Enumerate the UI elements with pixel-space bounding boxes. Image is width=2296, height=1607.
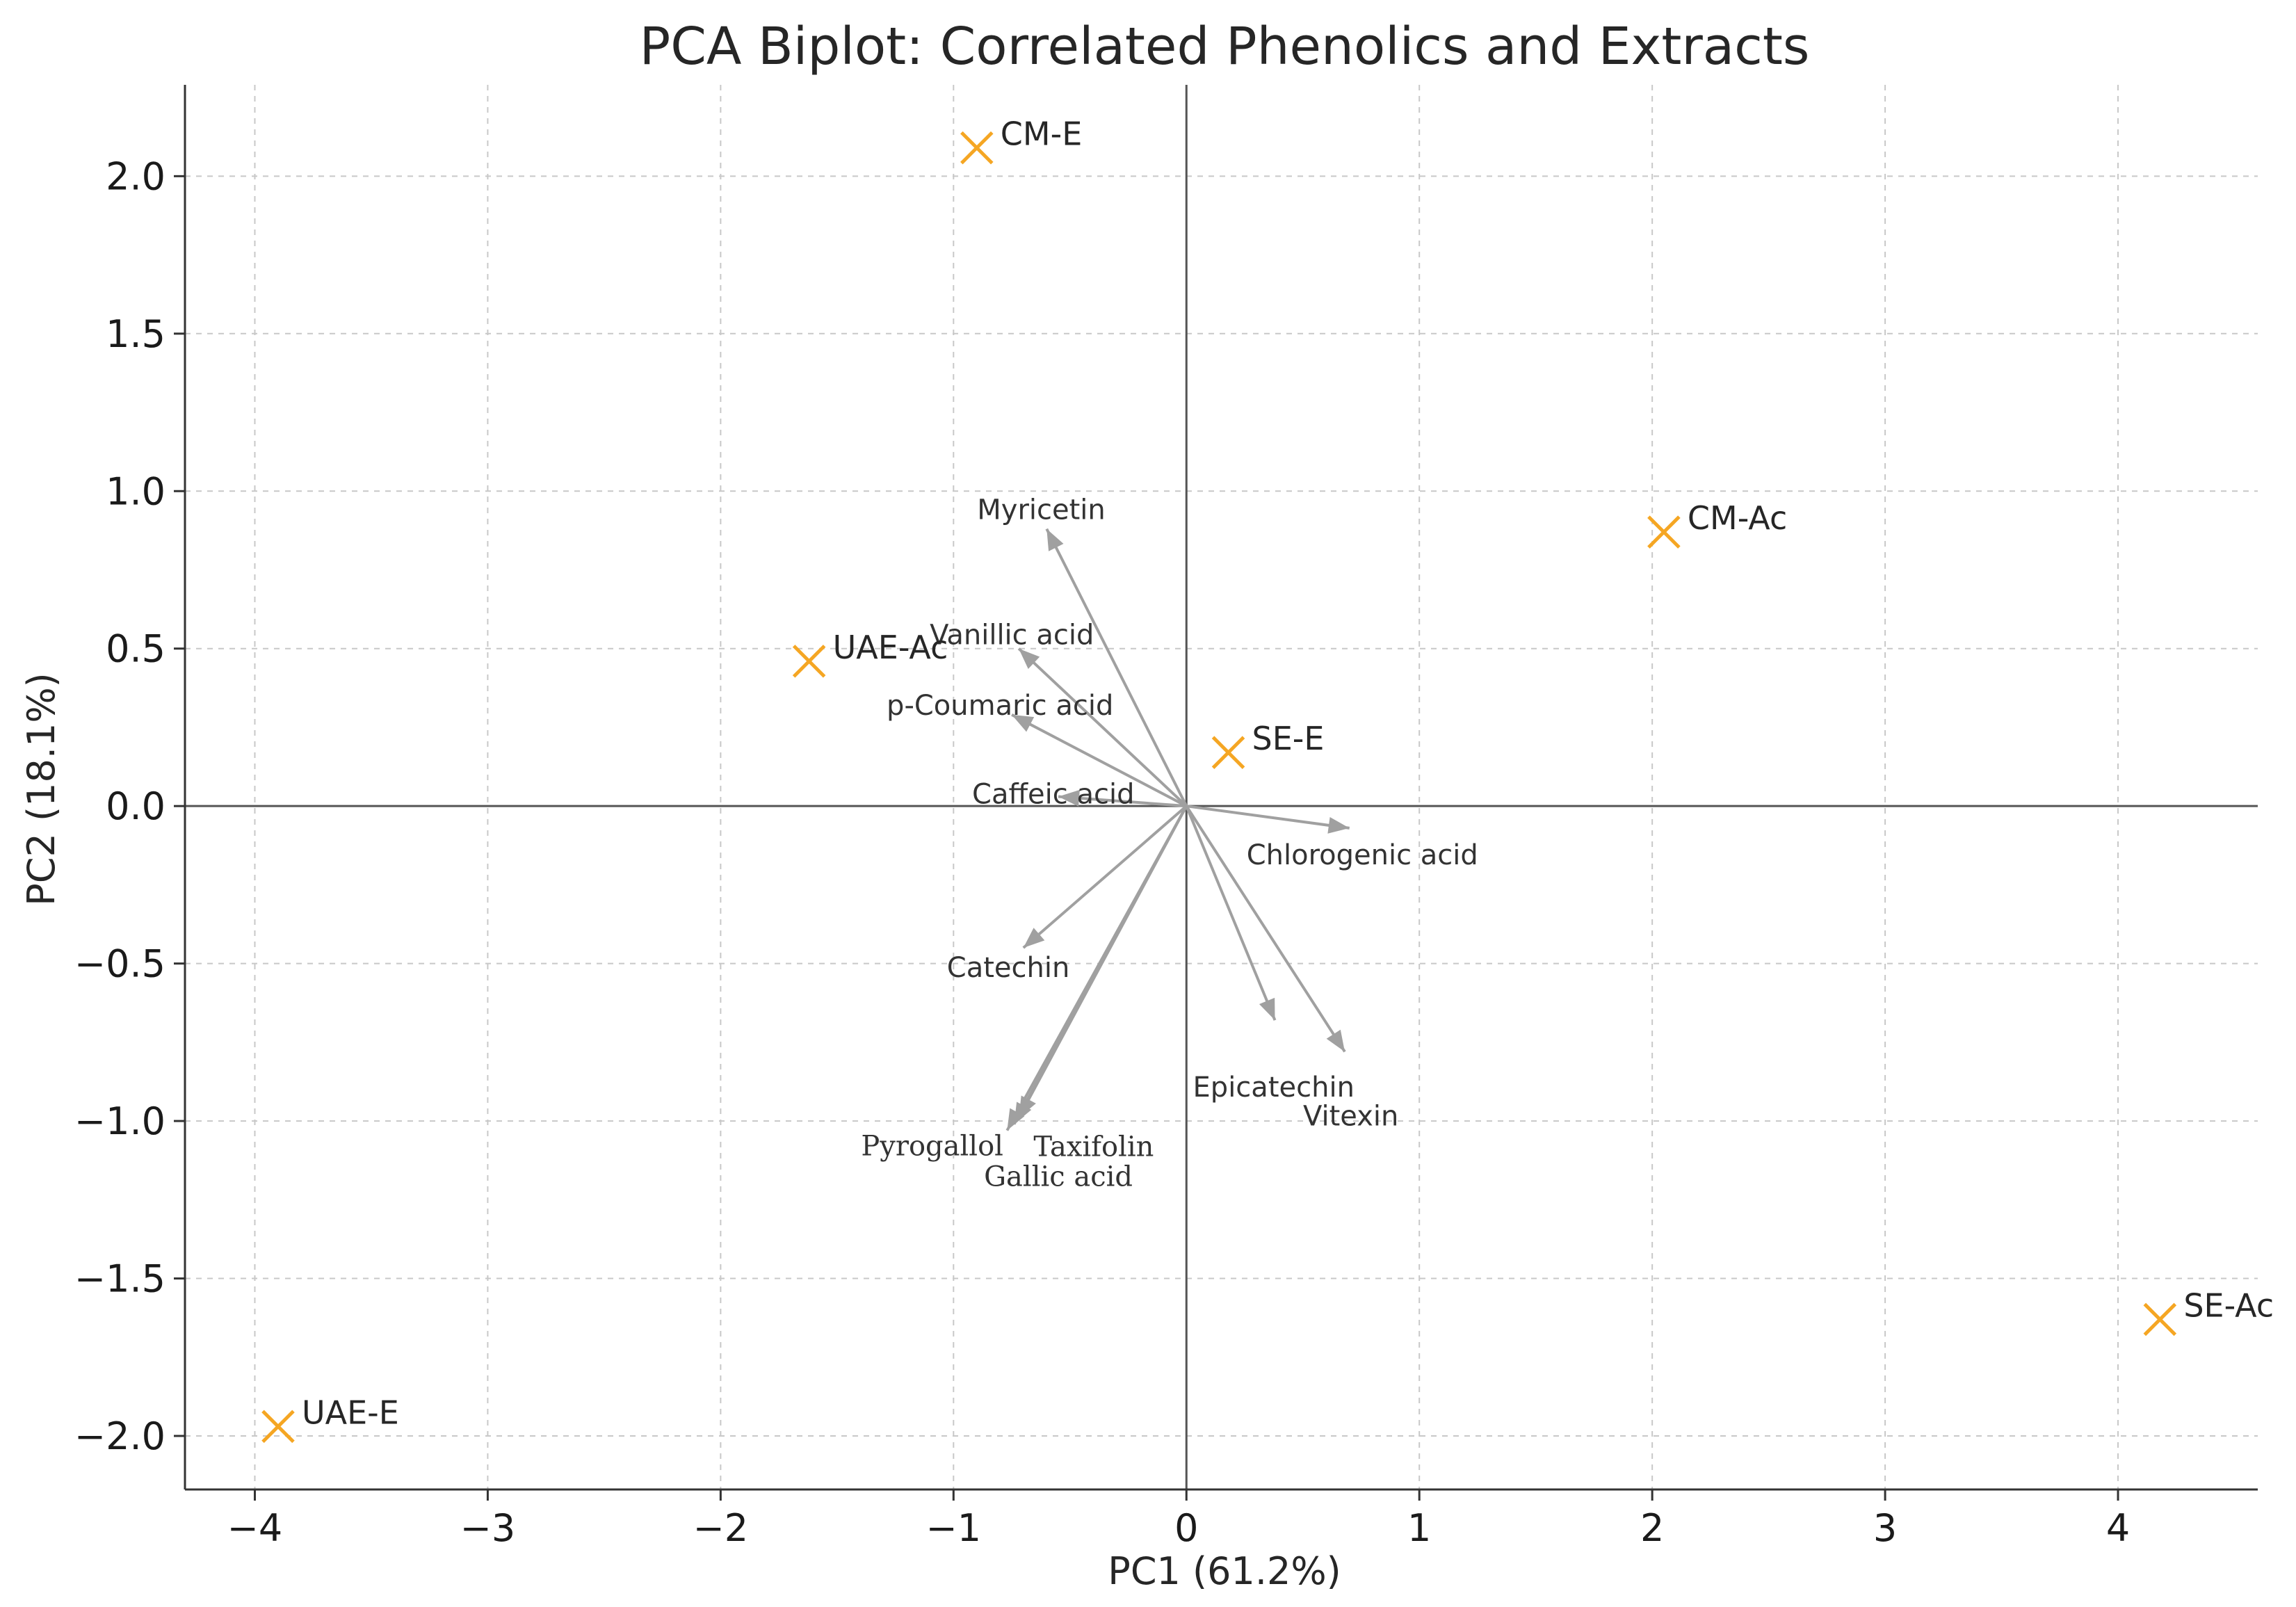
loading-label-catechin: Catechin [947,952,1070,984]
observation-label-se-e: SE-E [1252,720,1325,757]
observation-label-uae-e: UAE-E [302,1394,399,1431]
loading-arrowhead-p-coumaric-acid [1012,714,1035,732]
y-tick-label-4: 0.0 [106,784,165,828]
observation-uae-ac: UAE-Ac [792,629,948,678]
x-tick-label-3: −1 [926,1506,982,1550]
loading-arrows: Myricetin Vanillic acid p-Coumaric acid Caf… [861,494,1478,1193]
loading-label-taxifolin: Taxifolin [1033,1131,1154,1163]
loading-label-chlorogenic-acid: Chlorogenic acid [1247,839,1478,871]
loading-arrow-caffeic-acid [1058,795,1187,808]
observation-cm-ac: CM-Ac [1647,499,1787,549]
x-axis-label: PC1 (61.2%) [1108,1549,1341,1593]
y-tick-label-7: 1.5 [106,312,165,356]
x-tick-label-5: 1 [1407,1506,1431,1550]
loading-label-myricetin: Myricetin [977,494,1106,526]
observation-label-se-ac: SE-Ac [2183,1286,2274,1324]
observation-uae-e: UAE-E [261,1394,399,1444]
axes-spines [184,85,2258,1491]
loading-arrow-vanillic-acid [1017,647,1188,807]
y-tick-label-8: 2.0 [106,154,165,198]
observation-label-uae-ac: UAE-Ac [833,629,948,666]
loading-label-caffeic-acid: Caffeic acid [972,779,1134,811]
marker-stroke-b-cm-ac [1647,515,1681,549]
loading-arrow-vitexin [1185,805,1346,1053]
marker-stroke-b-se-ac [2143,1302,2177,1337]
observation-se-e: SE-E [1211,720,1325,769]
zero-lines [185,85,2258,1489]
observation-markers: CM-E CM-Ac UAE-Ac SE-E SE-Ac UAE-E [261,115,2274,1444]
y-axis-ticks: −2.0 −1.5 −1.0 −0.5 0.0 0.5 1.0 1.5 2.0 [74,154,185,1458]
observation-se-ac: SE-Ac [2143,1286,2274,1337]
y-axis-label: PC2 (18.1%) [19,672,63,905]
observation-label-cm-e: CM-E [1001,115,1082,153]
x-tick-label-0: −4 [227,1506,283,1550]
loading-arrowhead-epicatechin [1259,997,1275,1021]
y-tick-label-0: −2.0 [74,1414,165,1458]
x-tick-label-6: 2 [1640,1506,1664,1550]
observation-cm-e: CM-E [960,115,1082,165]
marker-stroke-b-cm-e [960,131,994,165]
x-tick-label-4: 0 [1174,1506,1198,1550]
loading-arrowhead-chlorogenic-acid [1327,816,1350,834]
loading-arrow-epicatechin [1185,805,1277,1021]
y-tick-label-1: −1.5 [74,1257,165,1301]
loading-arrow-p-coumaric-acid [1011,713,1188,807]
loading-label-p-coumaric-acid: p-Coumaric acid [887,690,1113,722]
grid [185,85,2258,1489]
y-tick-label-2: −1.0 [74,1099,165,1143]
loading-arrow-myricetin [1045,528,1188,807]
loading-arrow-gallic-acid [1017,805,1188,1119]
x-tick-label-8: 4 [2106,1506,2130,1550]
loading-arrowhead-caffeic-acid [1058,789,1080,807]
loading-label-gallic-acid: Gallic acid [984,1161,1133,1193]
x-axis-ticks: −4 −3 −2 −1 0 1 2 3 4 [227,1489,2130,1550]
loading-arrow-catechin [1022,805,1188,949]
loading-arrowhead-catechin [1023,928,1045,948]
marker-stroke-b-uae-ac [792,645,826,678]
observation-label-cm-ac: CM-Ac [1688,499,1787,537]
loading-label-pyrogallol: Pyrogallol [861,1131,1003,1163]
loading-arrowhead-vitexin [1326,1029,1345,1052]
loading-arrow-chlorogenic-acid [1186,805,1350,830]
y-tick-label-6: 1.0 [106,469,165,513]
x-tick-label-7: 3 [1873,1506,1897,1550]
y-tick-label-5: 0.5 [106,627,165,671]
x-tick-label-1: −3 [460,1506,516,1550]
loading-arrowhead-gallic-acid [1019,1095,1036,1118]
loading-label-epicatechin: Epicatechin [1193,1072,1355,1104]
chart-title: PCA Biplot: Correlated Phenolics and Ext… [640,17,1810,76]
marker-stroke-b-uae-e [261,1410,295,1444]
loading-arrowhead-myricetin [1046,528,1064,551]
x-tick-label-2: −2 [693,1506,749,1550]
loading-label-vanillic-acid: Vanillic acid [930,620,1094,652]
loading-arrowhead-vanillic-acid [1019,648,1040,670]
loading-label-vitexin: Vitexin [1303,1100,1398,1132]
y-tick-label-3: −0.5 [74,942,165,986]
marker-stroke-b-se-e [1211,736,1245,769]
